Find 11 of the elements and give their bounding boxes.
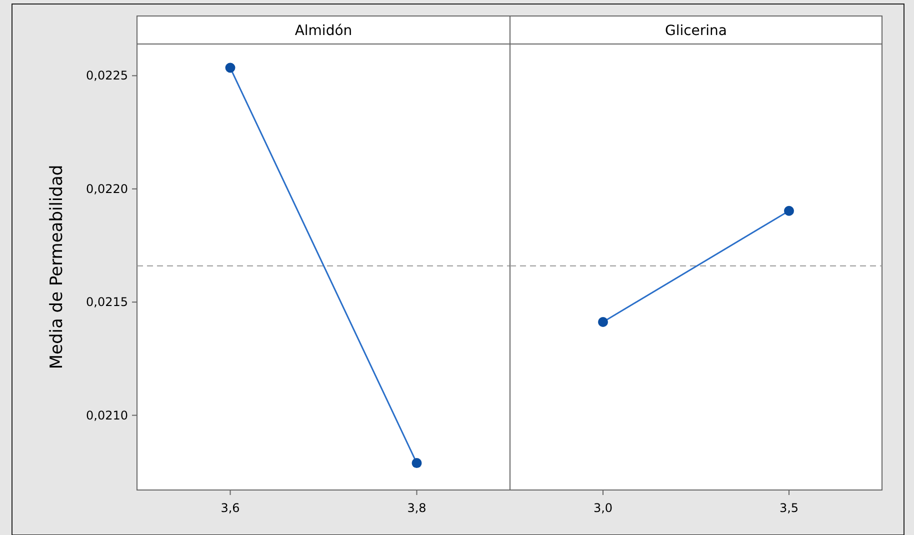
x-tick-label: 3,0 <box>593 501 613 515</box>
y-tick-label: 0,0225 <box>86 68 128 83</box>
y-tick-label: 0,0210 <box>86 408 128 422</box>
chart-title: Almidón <box>294 23 352 39</box>
x-tick-label: 3,5 <box>779 501 799 515</box>
x-tick-label: 3,6 <box>220 501 240 515</box>
y-tick-label: 0,0220 <box>86 182 128 196</box>
chart-title: Glicerina <box>664 23 728 39</box>
y-axis-title: Media de Permeabilidad <box>47 164 67 370</box>
y-tick-label: 0,0215 <box>86 295 128 310</box>
x-tick-label: 3,8 <box>407 501 426 515</box>
